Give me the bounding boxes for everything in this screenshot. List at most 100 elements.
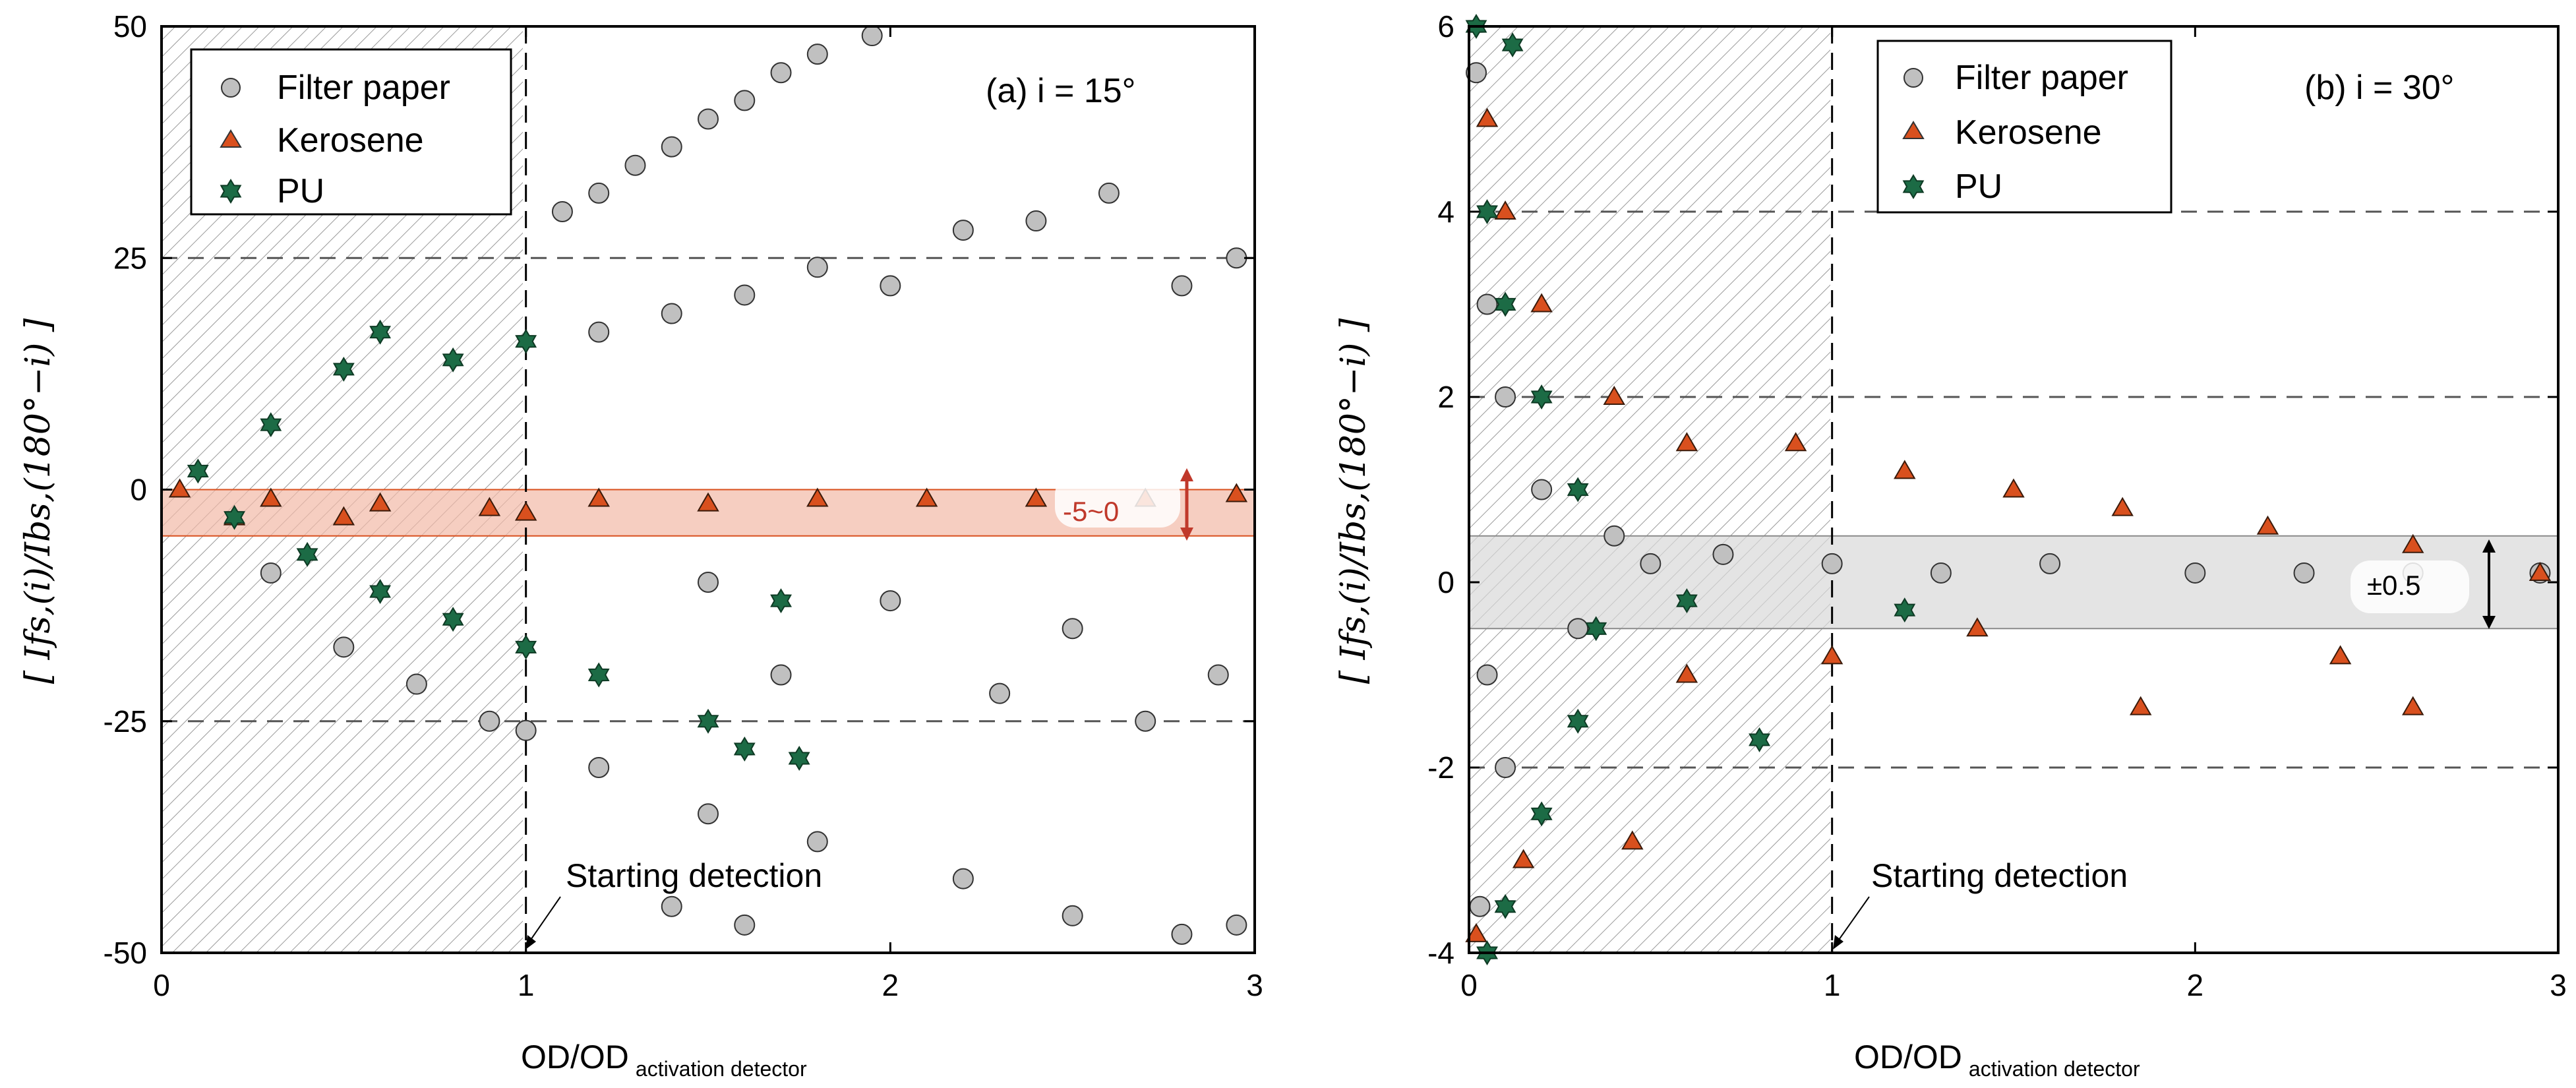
- point-kerosene: [915, 487, 938, 507]
- point-filter-paper: [2039, 553, 2061, 574]
- point-kerosene: [1675, 432, 1698, 452]
- point-filter-paper: [952, 868, 974, 890]
- point-filter-paper: [734, 90, 756, 111]
- panel-label: (b) i = 30°: [2304, 69, 2454, 107]
- point-filter-paper: [770, 664, 792, 686]
- point-filter-paper: [1207, 664, 1229, 686]
- legend-label-filter-paper: Filter paper: [1955, 59, 2128, 97]
- legend-box: [190, 48, 512, 216]
- point-filter-paper: [1469, 895, 1491, 917]
- point-filter-paper: [624, 154, 646, 176]
- point-filter-paper: [588, 182, 610, 204]
- legend-box: [1876, 40, 2172, 214]
- point-pu: [1567, 708, 1589, 734]
- legend-marker-filter-paper: [221, 78, 241, 98]
- point-kerosene: [2002, 478, 2025, 498]
- point-pu: [442, 607, 464, 632]
- starting-detection-annotation: Starting detection: [525, 857, 822, 950]
- point-filter-paper: [861, 25, 883, 47]
- point-pu: [1494, 893, 1516, 919]
- y-tick-label: 6: [1437, 9, 1454, 44]
- point-pu: [1585, 616, 1607, 642]
- point-filter-paper: [806, 831, 828, 853]
- point-pu: [296, 541, 318, 567]
- point-kerosene: [1025, 487, 1048, 507]
- point-kerosene: [1530, 293, 1553, 313]
- point-filter-paper: [661, 136, 682, 158]
- y-tick-label: 0: [130, 473, 147, 507]
- point-filter-paper: [479, 710, 500, 732]
- band-range-marker: -5~0: [1055, 468, 1193, 541]
- point-filter-paper: [698, 108, 719, 130]
- point-filter-paper: [1171, 275, 1193, 297]
- point-kerosene: [2329, 645, 2352, 665]
- x-tick-label: 3: [2550, 968, 2567, 1002]
- legend: Filter paper Kerosene PU: [1876, 40, 2172, 214]
- point-kerosene: [2130, 696, 2152, 715]
- x-tick-label: 0: [153, 968, 170, 1002]
- band-range-label: -5~0: [1063, 496, 1119, 527]
- point-filter-paper: [1476, 664, 1498, 686]
- point-kerosene: [1621, 830, 1644, 850]
- point-pu: [1567, 477, 1589, 502]
- point-pu: [1749, 727, 1771, 752]
- point-filter-paper: [515, 719, 537, 741]
- panel-b: 0 1 2 3 6 4 2 0 -2 -4 Filter paper Kerosene PU (b…: [1334, 9, 2567, 1081]
- point-pu: [187, 458, 209, 484]
- y-tick-label: -2: [1427, 750, 1454, 785]
- point-pu: [442, 347, 464, 373]
- point-filter-paper: [1712, 543, 1734, 565]
- point-kerosene: [168, 478, 191, 498]
- legend-label-pu: PU: [1955, 167, 2002, 206]
- legend-marker-pu: [1902, 174, 1925, 199]
- point-pu: [369, 319, 391, 345]
- point-kerosene: [1894, 460, 1916, 479]
- point-filter-paper: [989, 682, 1011, 704]
- point-pu: [515, 328, 537, 354]
- point-filter-paper: [806, 257, 828, 278]
- point-filter-paper: [1531, 479, 1553, 500]
- point-pu: [1530, 801, 1553, 827]
- point-filter-paper: [698, 572, 719, 593]
- point-kerosene: [1465, 922, 1487, 942]
- point-kerosene: [1966, 617, 1989, 637]
- point-pu: [1530, 384, 1553, 409]
- y-tick-label: 0: [1437, 565, 1454, 599]
- point-kerosene: [2111, 497, 2134, 516]
- legend-marker-kerosene: [1902, 121, 1925, 139]
- y-tick-label: -4: [1427, 936, 1454, 970]
- y-tick-label: 4: [1437, 195, 1454, 229]
- point-filter-paper: [880, 590, 901, 612]
- point-pu: [770, 588, 792, 614]
- x-tick-label: 1: [518, 968, 535, 1002]
- y-tick-label: 2: [1437, 380, 1454, 414]
- point-pu: [697, 708, 719, 734]
- point-filter-paper: [1930, 562, 1952, 584]
- point-filter-paper: [405, 673, 427, 695]
- point-pu: [733, 736, 756, 762]
- legend-label-kerosene: Kerosene: [277, 121, 424, 160]
- point-filter-paper: [1495, 386, 1516, 408]
- point-pu: [224, 504, 246, 530]
- point-filter-paper: [661, 895, 682, 917]
- y-tick-label: 25: [113, 241, 147, 275]
- point-pu: [1476, 199, 1498, 224]
- point-kerosene: [1512, 849, 1535, 868]
- point-filter-paper: [1171, 923, 1193, 945]
- band-range-marker: ±0.5: [2351, 539, 2496, 629]
- point-filter-paper: [1603, 525, 1625, 547]
- point-kerosene: [1675, 663, 1698, 683]
- point-filter-paper: [1476, 293, 1498, 315]
- starting-detection-label: Starting detection: [566, 857, 822, 894]
- x-tick-label: 3: [1246, 968, 1263, 1002]
- pre-detection-hatch-region: [1469, 26, 1830, 953]
- point-filter-paper: [952, 220, 974, 241]
- point-kerosene: [806, 487, 829, 507]
- point-kerosene: [369, 492, 392, 512]
- point-filter-paper: [1062, 905, 1083, 926]
- legend-label-kerosene: Kerosene: [1955, 113, 2102, 152]
- legend-marker-filter-paper: [1903, 68, 1923, 88]
- y-tick-label: 50: [113, 9, 147, 44]
- panel-label: (a) i = 15°: [986, 72, 1135, 110]
- x-tick-label: 2: [882, 968, 899, 1002]
